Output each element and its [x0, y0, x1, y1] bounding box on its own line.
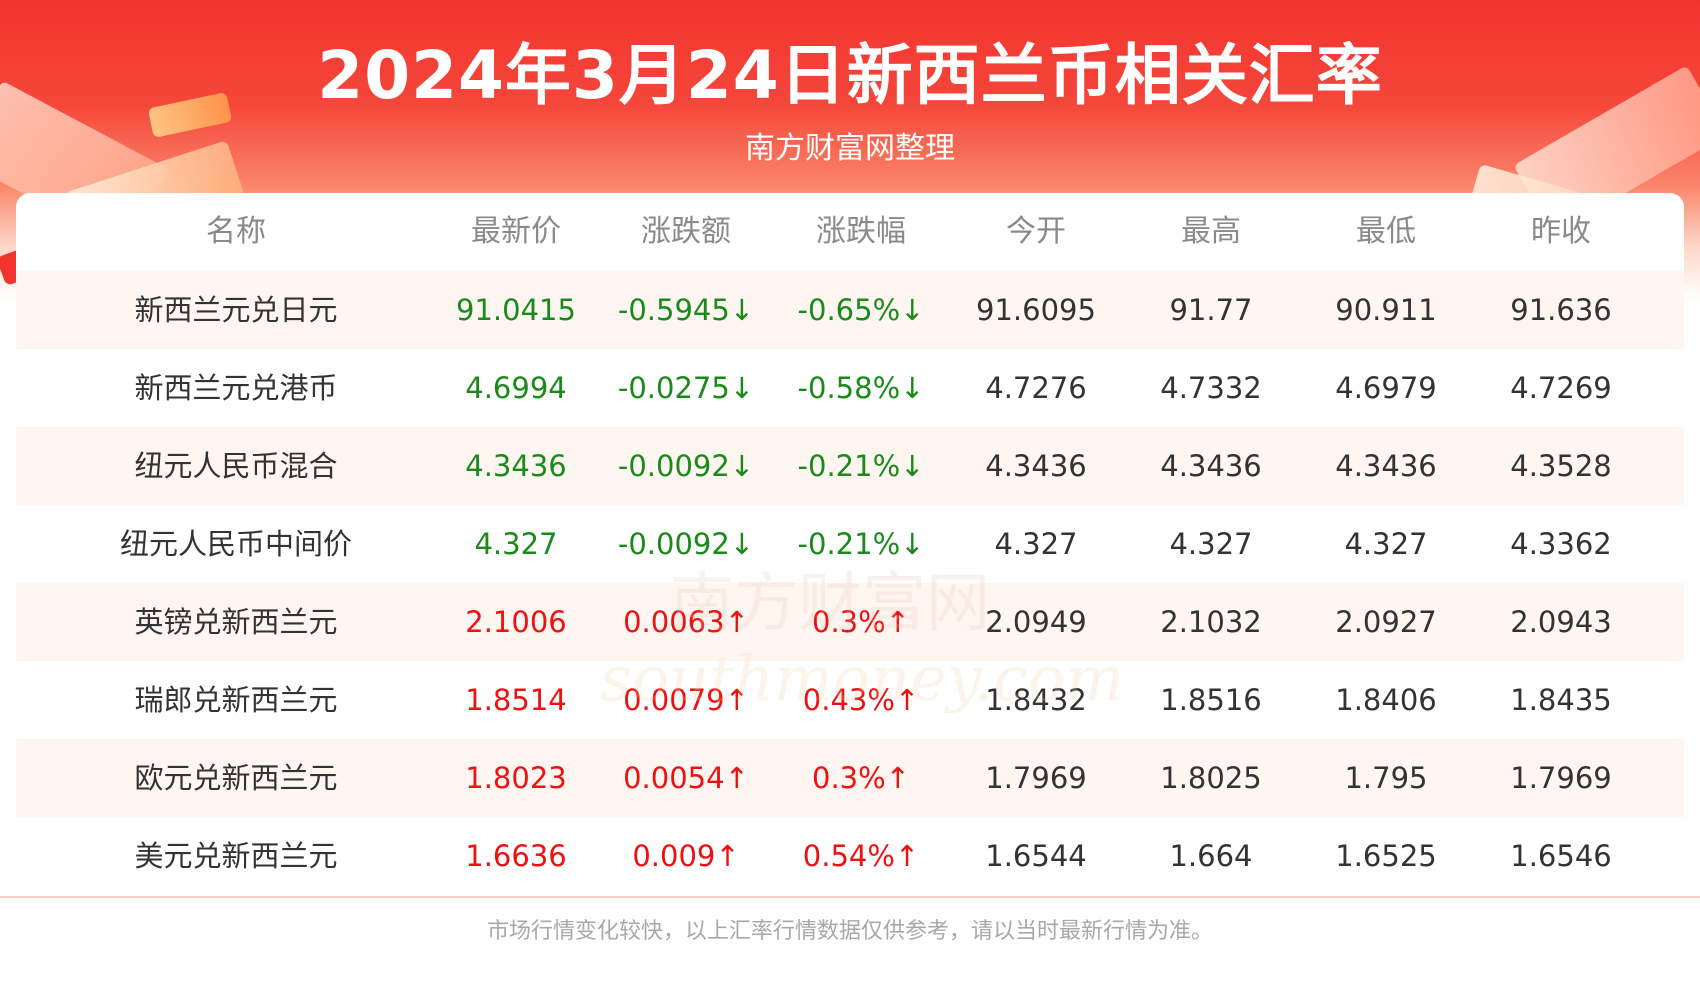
- table-row: 英镑兑新西兰元 2.1006 0.0063↑ 0.3%↑ 2.0949 2.10…: [16, 583, 1684, 661]
- prev-close-price: 2.0943: [1510, 605, 1612, 639]
- table-row: 美元兑新西兰元 1.6636 0.009↑ 0.54%↑ 1.6544 1.66…: [16, 817, 1684, 895]
- change-percent: 0.3%↑: [812, 605, 910, 639]
- change-amount: 0.0054↑: [623, 761, 749, 795]
- change-amount: -0.0092↓: [617, 449, 755, 483]
- latest-price: 1.8514: [465, 683, 567, 717]
- change-percent: -0.58%↓: [797, 371, 925, 405]
- change-amount: -0.0275↓: [617, 371, 755, 405]
- change-amount: 0.0063↑: [623, 605, 749, 639]
- low-price: 2.0927: [1335, 605, 1437, 639]
- prev-close-price: 4.3528: [1510, 449, 1612, 483]
- latest-price: 91.0415: [456, 293, 576, 327]
- low-price: 1.795: [1344, 761, 1428, 795]
- column-header-name: 名称: [206, 214, 266, 249]
- change-amount: -0.5945↓: [617, 293, 755, 327]
- page-subtitle: 南方财富网整理: [745, 131, 955, 166]
- table-row: 新西兰元兑港币 4.6994 -0.0275↓ -0.58%↓ 4.7276 4…: [16, 349, 1684, 427]
- table-row: 欧元兑新西兰元 1.8023 0.0054↑ 0.3%↑ 1.7969 1.80…: [16, 739, 1684, 817]
- currency-pair-name: 欧元兑新西兰元: [134, 761, 338, 795]
- rates-table: 名称 最新价 涨跌额 涨跌幅 今开 最高 最低 昨收 新西兰元兑日元 91.04…: [16, 193, 1684, 897]
- table-row: 纽元人民币混合 4.3436 -0.0092↓ -0.21%↓ 4.3436 4…: [16, 427, 1684, 505]
- prev-close-price: 1.6546: [1510, 839, 1612, 873]
- low-price: 1.6525: [1335, 839, 1437, 873]
- open-price: 4.327: [994, 527, 1078, 561]
- low-price: 1.8406: [1335, 683, 1437, 717]
- change-amount: 0.009↑: [632, 839, 740, 873]
- currency-pair-name: 英镑兑新西兰元: [134, 605, 338, 639]
- high-price: 4.327: [1169, 527, 1253, 561]
- column-header-prev-close: 昨收: [1531, 214, 1591, 249]
- column-header-high: 最高: [1181, 214, 1241, 249]
- change-amount: -0.0092↓: [617, 527, 755, 561]
- low-price: 4.3436: [1335, 449, 1437, 483]
- currency-pair-name: 新西兰元兑日元: [134, 293, 338, 327]
- latest-price: 2.1006: [465, 605, 567, 639]
- latest-price: 4.6994: [465, 371, 567, 405]
- currency-pair-name: 纽元人民币混合: [134, 449, 338, 483]
- change-percent: 0.43%↑: [802, 683, 920, 717]
- prev-close-price: 4.3362: [1510, 527, 1612, 561]
- column-header-open: 今开: [1006, 214, 1066, 249]
- latest-price: 4.327: [474, 527, 558, 561]
- latest-price: 1.6636: [465, 839, 567, 873]
- prev-close-price: 4.7269: [1510, 371, 1612, 405]
- column-header-latest: 最新价: [471, 214, 561, 249]
- table-row: 新西兰元兑日元 91.0415 -0.5945↓ -0.65%↓ 91.6095…: [16, 271, 1684, 349]
- high-price: 2.1032: [1160, 605, 1262, 639]
- disclaimer-text: 市场行情变化较快，以上汇率行情数据仅供参考，请以当时最新行情为准。: [486, 919, 1213, 944]
- currency-pair-name: 美元兑新西兰元: [134, 839, 338, 873]
- high-price: 91.77: [1169, 293, 1253, 327]
- high-price: 4.7332: [1160, 371, 1262, 405]
- open-price: 91.6095: [976, 293, 1096, 327]
- open-price: 4.7276: [985, 371, 1087, 405]
- table-row: 瑞郎兑新西兰元 1.8514 0.0079↑ 0.43%↑ 1.8432 1.8…: [16, 661, 1684, 739]
- divider: [0, 896, 1700, 898]
- currency-pair-name: 新西兰元兑港币: [134, 371, 338, 405]
- currency-pair-name: 纽元人民币中间价: [119, 527, 352, 561]
- open-price: 2.0949: [985, 605, 1087, 639]
- change-percent: -0.21%↓: [797, 449, 925, 483]
- open-price: 1.6544: [985, 839, 1087, 873]
- column-header-change-pct: 涨跌幅: [816, 214, 906, 249]
- latest-price: 1.8023: [465, 761, 567, 795]
- column-header-low: 最低: [1356, 214, 1416, 249]
- high-price: 1.8025: [1160, 761, 1262, 795]
- open-price: 1.8432: [985, 683, 1087, 717]
- change-amount: 0.0079↑: [623, 683, 749, 717]
- high-price: 4.3436: [1160, 449, 1262, 483]
- high-price: 1.664: [1169, 839, 1253, 873]
- table-header: 名称 最新价 涨跌额 涨跌幅 今开 最高 最低 昨收: [16, 193, 1684, 271]
- open-price: 4.3436: [985, 449, 1087, 483]
- low-price: 90.911: [1335, 293, 1437, 327]
- change-percent: 0.3%↑: [812, 761, 910, 795]
- low-price: 4.6979: [1335, 371, 1437, 405]
- open-price: 1.7969: [985, 761, 1087, 795]
- page-title: 2024年3月24日新西兰币相关汇率: [317, 37, 1383, 114]
- currency-pair-name: 瑞郎兑新西兰元: [134, 683, 338, 717]
- change-percent: -0.65%↓: [797, 293, 925, 327]
- prev-close-price: 1.8435: [1510, 683, 1612, 717]
- latest-price: 4.3436: [465, 449, 567, 483]
- column-header-change: 涨跌额: [641, 214, 731, 249]
- change-percent: -0.21%↓: [797, 527, 925, 561]
- prev-close-price: 1.7969: [1510, 761, 1612, 795]
- table-row: 纽元人民币中间价 4.327 -0.0092↓ -0.21%↓ 4.327 4.…: [16, 505, 1684, 583]
- prev-close-price: 91.636: [1510, 293, 1612, 327]
- low-price: 4.327: [1344, 527, 1428, 561]
- change-percent: 0.54%↑: [802, 839, 920, 873]
- high-price: 1.8516: [1160, 683, 1262, 717]
